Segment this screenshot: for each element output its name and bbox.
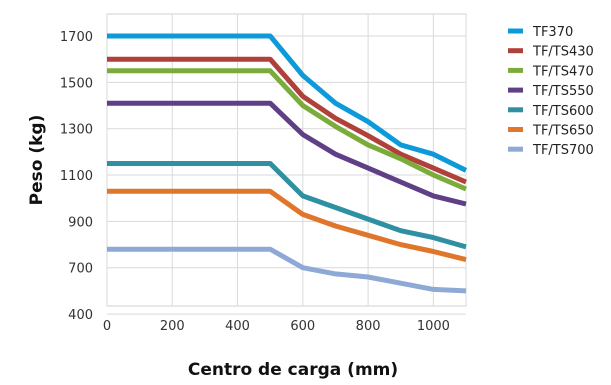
chart-series-group bbox=[107, 33, 468, 294]
legend-label: TF/TS650 bbox=[532, 124, 594, 139]
legend: TF370 TF/TS430 TF/TS470 TF/TS550 TF/TS600 TF/… bbox=[508, 25, 594, 158]
series-line bbox=[107, 56, 467, 185]
y-axis-title: Peso (kg) bbox=[27, 115, 47, 206]
x-tick-label: 800 bbox=[356, 319, 381, 334]
y-tick-label: 1500 bbox=[60, 76, 93, 91]
series-line bbox=[107, 188, 467, 263]
legend-label: TF/TS470 bbox=[532, 64, 594, 79]
x-axis-title: Centro de carga (mm) bbox=[188, 360, 398, 380]
series-line bbox=[107, 161, 467, 250]
legend-label: TF370 bbox=[532, 25, 573, 40]
x-tick-label: 400 bbox=[225, 319, 250, 334]
x-tick-label: 0 bbox=[103, 319, 111, 334]
x-tick-label: 200 bbox=[160, 319, 185, 334]
series-line bbox=[107, 246, 467, 294]
y-axis-ticks: 400 700 900 1100 1300 1500 1700 bbox=[60, 30, 93, 323]
series-line bbox=[107, 33, 468, 173]
series-line bbox=[107, 100, 467, 207]
y-tick-label: 1700 bbox=[60, 30, 93, 45]
series-line bbox=[107, 68, 467, 192]
legend-label: TF/TS700 bbox=[532, 143, 594, 158]
y-tick-label: 1100 bbox=[60, 169, 93, 184]
y-tick-label: 1300 bbox=[60, 123, 93, 138]
y-tick-label: 900 bbox=[68, 215, 93, 230]
legend-label: TF/TS430 bbox=[532, 45, 594, 60]
legend-label: TF/TS600 bbox=[532, 104, 594, 119]
x-tick-label: 600 bbox=[290, 319, 315, 334]
x-axis-ticks: 0 200 400 600 800 1000 bbox=[103, 319, 450, 334]
y-tick-label: 700 bbox=[68, 262, 93, 277]
chart-grid bbox=[106, 13, 467, 315]
x-tick-label: 1000 bbox=[417, 319, 450, 334]
y-tick-label: 400 bbox=[68, 308, 93, 323]
legend-label: TF/TS550 bbox=[532, 84, 594, 99]
